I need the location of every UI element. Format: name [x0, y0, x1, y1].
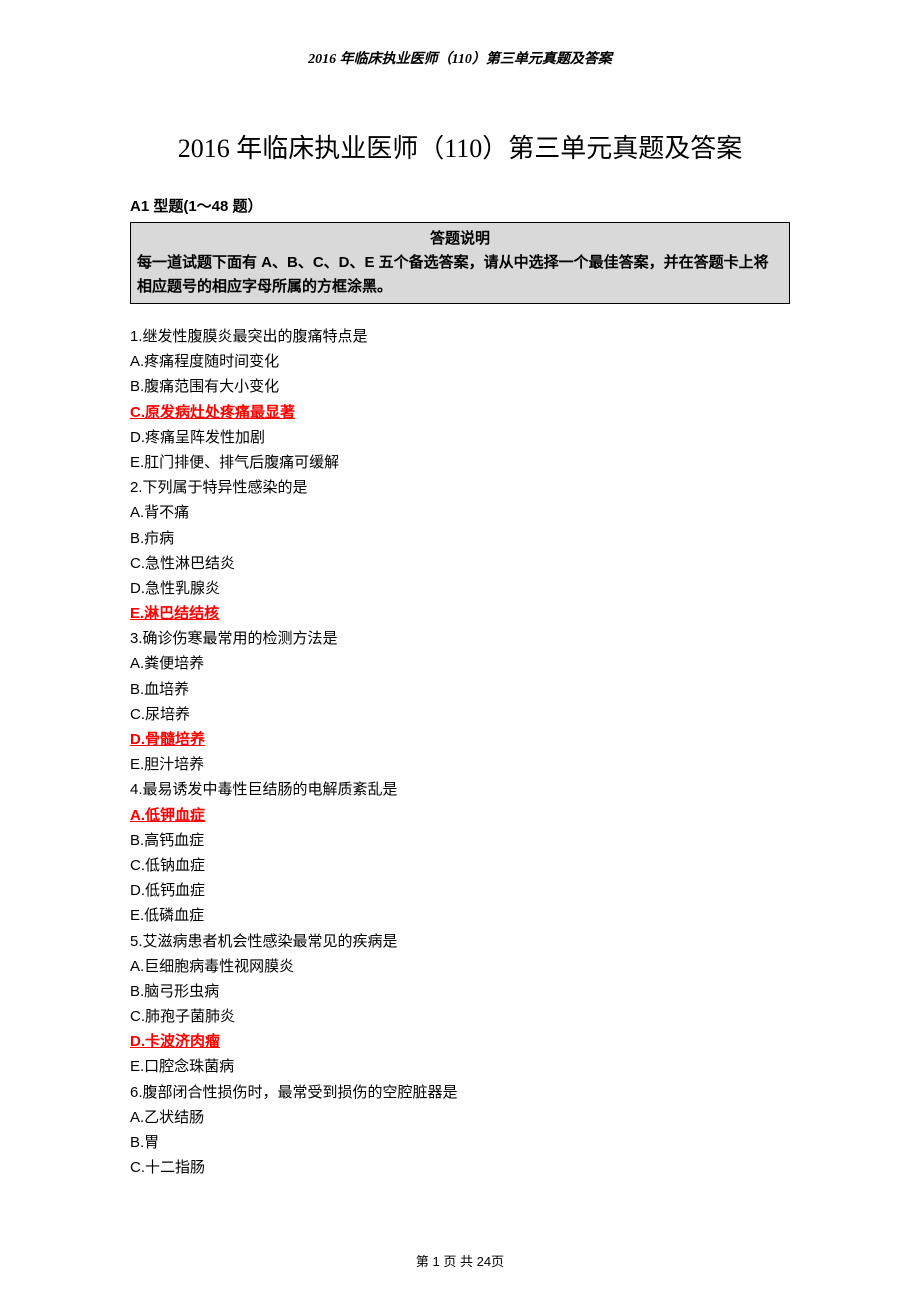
question-option: A.背不痛: [130, 500, 790, 525]
question-option: B.胃: [130, 1130, 790, 1155]
question-stem: 5.艾滋病患者机会性感染最常见的疾病是: [130, 929, 790, 954]
correct-answer: D.卡波济肉瘤: [130, 1033, 220, 1050]
page-footer: 第 1 页 共 24页: [0, 1251, 920, 1270]
correct-answer: D.骨髓培养: [130, 731, 205, 748]
question-option: A.粪便培养: [130, 651, 790, 676]
question-stem: 6.腹部闭合性损伤时，最常受到损伤的空腔脏器是: [130, 1080, 790, 1105]
section-label: A1 型题(1～48 题）: [130, 195, 790, 216]
question-option: E.口腔念珠菌病: [130, 1054, 790, 1079]
question-option: A.疼痛程度随时间变化: [130, 349, 790, 374]
question-stem: 4.最易诱发中毒性巨结肠的电解质紊乱是: [130, 777, 790, 802]
question-option: A.低钾血症: [130, 803, 790, 828]
question-option: D.疼痛呈阵发性加剧: [130, 425, 790, 450]
question-option: D.卡波济肉瘤: [130, 1029, 790, 1054]
correct-answer: C.原发病灶处疼痛最显著: [130, 404, 295, 421]
question-option: C.低钠血症: [130, 853, 790, 878]
question-option: E.低磷血症: [130, 903, 790, 928]
main-title: 2016 年临床执业医师（110）第三单元真题及答案: [130, 128, 790, 165]
question-option: A.巨细胞病毒性视网膜炎: [130, 954, 790, 979]
question-option: E.肛门排便、排气后腹痛可缓解: [130, 450, 790, 475]
question-option: B.疖病: [130, 526, 790, 551]
question-option: B.高钙血症: [130, 828, 790, 853]
question-option: B.脑弓形虫病: [130, 979, 790, 1004]
question-option: A.乙状结肠: [130, 1105, 790, 1130]
question-option: C.十二指肠: [130, 1155, 790, 1180]
questions-container: 1.继发性腹膜炎最突出的腹痛特点是A.疼痛程度随时间变化B.腹痛范围有大小变化 C…: [130, 324, 790, 1180]
question-stem: 1.继发性腹膜炎最突出的腹痛特点是: [130, 324, 790, 349]
question-stem: 2.下列属于特异性感染的是: [130, 475, 790, 500]
instruction-body: 每一道试题下面有 A、B、C、D、E 五个备选答案，请从中选择一个最佳答案，并在…: [137, 251, 783, 299]
question-option: D.低钙血症: [130, 878, 790, 903]
question-option: C.急性淋巴结炎: [130, 551, 790, 576]
correct-answer: E.淋巴结结核: [130, 605, 219, 622]
question-option: B.腹痛范围有大小变化: [130, 374, 790, 399]
question-option: C.肺孢子菌肺炎: [130, 1004, 790, 1029]
question-option: C.尿培养: [130, 702, 790, 727]
instruction-title: 答题说明: [137, 227, 783, 251]
question-option: D.急性乳腺炎: [130, 576, 790, 601]
question-option: B.血培养: [130, 677, 790, 702]
question-option: E.淋巴结结核: [130, 601, 790, 626]
correct-answer: A.低钾血症: [130, 807, 205, 824]
question-option: E.胆汁培养: [130, 752, 790, 777]
question-option: D.骨髓培养: [130, 727, 790, 752]
header-text: 2016 年临床执业医师（110）第三单元真题及答案: [308, 52, 612, 67]
instruction-box: 答题说明 每一道试题下面有 A、B、C、D、E 五个备选答案，请从中选择一个最佳…: [130, 222, 790, 304]
question-stem: 3.确诊伤寒最常用的检测方法是: [130, 626, 790, 651]
footer-text: 第 1 页 共 24页: [416, 1254, 504, 1269]
question-option: C.原发病灶处疼痛最显著: [130, 400, 790, 425]
page-header: 2016 年临床执业医师（110）第三单元真题及答案: [130, 48, 790, 68]
